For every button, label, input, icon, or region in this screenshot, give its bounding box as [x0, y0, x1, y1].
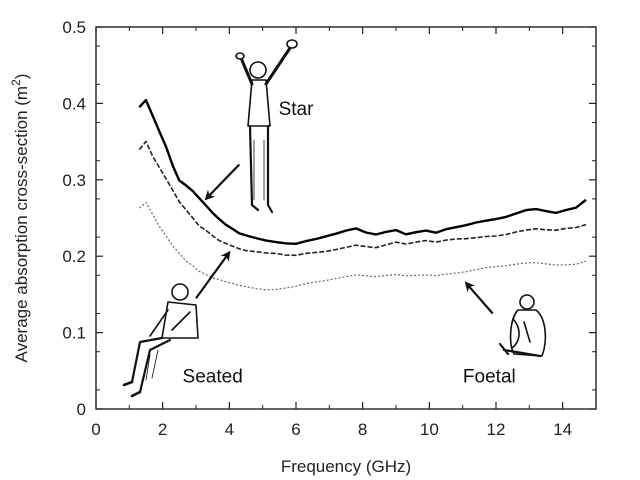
figure-illustrations [122, 39, 547, 398]
star-pose-figure-icon [235, 39, 298, 214]
foetal-figure-icon [498, 294, 547, 358]
x-tick-labels: 0 2 4 6 8 10 12 14 [91, 420, 572, 439]
y-axis-ticks [96, 26, 596, 410]
x-tick-label-1: 2 [158, 420, 167, 439]
annotation-label-seated: Seated [183, 366, 243, 387]
annotation-label-star: Star [279, 99, 315, 120]
y-tick-labels: 0 0.1 0.2 0.3 0.4 0.5 [62, 18, 86, 419]
y-tick-label-4: 0.4 [62, 94, 86, 113]
x-tick-label-2: 4 [225, 420, 234, 439]
annotation-arrow-seated [195, 250, 231, 299]
annotations: Star Seated Foetal [183, 99, 516, 387]
x-axis-ticks [95, 27, 564, 409]
x-tick-label-4: 8 [358, 420, 367, 439]
annotation-arrow-foetal [464, 281, 494, 315]
x-tick-label-6: 12 [487, 420, 506, 439]
series-line-star [138, 98, 587, 245]
x-axis-title: Frequency (GHz) [281, 457, 411, 476]
x-tick-label-0: 0 [91, 420, 100, 439]
y-tick-label-3: 0.3 [62, 171, 86, 190]
y-axis-title-close: ) [12, 74, 31, 80]
x-tick-label-7: 14 [553, 420, 572, 439]
plot-frame [95, 26, 597, 410]
y-tick-label-1: 0.1 [62, 324, 86, 343]
y-tick-label-0: 0 [77, 400, 86, 419]
y-tick-label-2: 0.2 [62, 247, 86, 266]
x-tick-label-5: 10 [420, 420, 439, 439]
y-axis-title-main: Average absorption cross-section (m [12, 86, 31, 363]
x-tick-label-3: 6 [291, 420, 300, 439]
series-lines [138, 98, 587, 291]
series-line-seated [138, 140, 587, 257]
y-axis-title: Average absorption cross-section (m2) [9, 74, 31, 363]
seated-figure-icon [122, 283, 199, 398]
y-tick-label-5: 0.5 [62, 18, 86, 37]
y-axis-title-superscript: 2 [9, 79, 23, 86]
annotation-label-foetal: Foetal [463, 366, 516, 387]
series-line-foetal [138, 201, 587, 291]
annotation-arrow-star [204, 163, 241, 201]
